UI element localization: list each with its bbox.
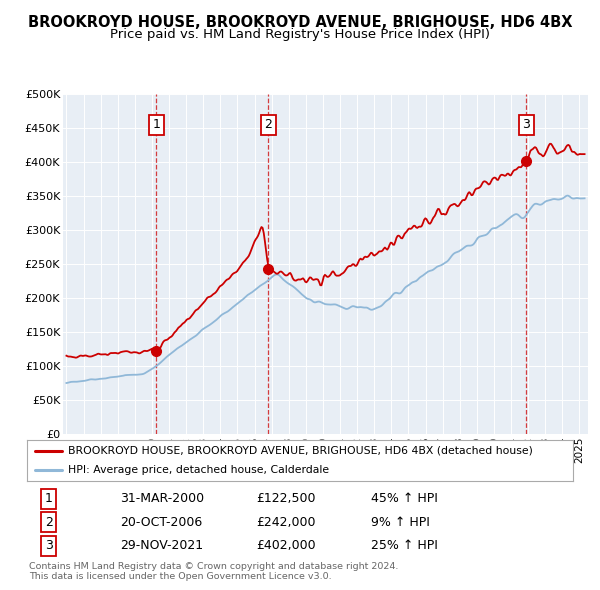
Text: Contains HM Land Registry data © Crown copyright and database right 2024.: Contains HM Land Registry data © Crown c… xyxy=(29,562,398,571)
Text: £242,000: £242,000 xyxy=(256,516,316,529)
Text: BROOKROYD HOUSE, BROOKROYD AVENUE, BRIGHOUSE, HD6 4BX (detached house): BROOKROYD HOUSE, BROOKROYD AVENUE, BRIGH… xyxy=(68,445,533,455)
Text: 25% ↑ HPI: 25% ↑ HPI xyxy=(371,539,438,552)
Text: 29-NOV-2021: 29-NOV-2021 xyxy=(120,539,203,552)
Text: Price paid vs. HM Land Registry's House Price Index (HPI): Price paid vs. HM Land Registry's House … xyxy=(110,28,490,41)
Text: 31-MAR-2000: 31-MAR-2000 xyxy=(120,492,204,505)
Text: HPI: Average price, detached house, Calderdale: HPI: Average price, detached house, Cald… xyxy=(68,465,329,475)
Text: 1: 1 xyxy=(45,492,53,505)
Text: 2: 2 xyxy=(45,516,53,529)
Text: £402,000: £402,000 xyxy=(256,539,316,552)
Text: 1: 1 xyxy=(152,119,160,132)
Text: 20-OCT-2006: 20-OCT-2006 xyxy=(120,516,202,529)
Text: BROOKROYD HOUSE, BROOKROYD AVENUE, BRIGHOUSE, HD6 4BX: BROOKROYD HOUSE, BROOKROYD AVENUE, BRIGH… xyxy=(28,15,572,30)
Text: 9% ↑ HPI: 9% ↑ HPI xyxy=(371,516,430,529)
Text: 45% ↑ HPI: 45% ↑ HPI xyxy=(371,492,438,505)
Text: 3: 3 xyxy=(45,539,53,552)
Text: 2: 2 xyxy=(264,119,272,132)
Text: This data is licensed under the Open Government Licence v3.0.: This data is licensed under the Open Gov… xyxy=(29,572,331,581)
Text: 3: 3 xyxy=(523,119,530,132)
Text: £122,500: £122,500 xyxy=(256,492,316,505)
